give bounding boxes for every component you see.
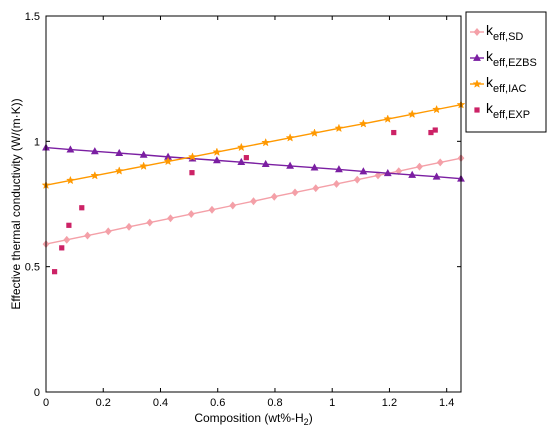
data-point <box>243 155 249 161</box>
data-point <box>383 168 392 177</box>
legend-swatch-marker <box>473 53 481 61</box>
data-point <box>261 137 271 147</box>
data-point <box>432 127 438 133</box>
legend-swatch-marker <box>473 28 481 36</box>
data-point <box>90 170 100 180</box>
x-axis-label: Composition (wt%-H2) <box>194 411 312 427</box>
data-point <box>90 147 99 155</box>
data-point <box>335 165 343 173</box>
data-point <box>114 166 124 175</box>
data-point <box>167 214 174 223</box>
x-tick-label: 0.4 <box>153 397 168 409</box>
data-point <box>261 159 270 168</box>
data-point <box>187 210 195 218</box>
data-point <box>63 235 71 244</box>
data-point <box>358 119 368 128</box>
x-tick-label: 1 <box>329 397 335 409</box>
y-tick-label: 0.5 <box>25 262 40 274</box>
data-point <box>391 129 397 136</box>
data-point <box>250 197 257 206</box>
legend-entry: keff,EXP <box>486 100 530 121</box>
data-point <box>374 171 382 180</box>
series-eff-ezbs <box>42 143 465 182</box>
series-eff-exp <box>51 127 438 275</box>
x-tick-label: 0 <box>43 397 49 409</box>
data-point <box>334 123 344 133</box>
data-point <box>408 170 417 178</box>
data-point <box>432 104 442 114</box>
data-point <box>125 222 133 231</box>
legend-entry: keff,EZBS <box>486 48 537 69</box>
data-point <box>212 147 222 156</box>
data-point <box>66 222 72 228</box>
data-point <box>79 205 85 211</box>
data-point <box>163 156 173 166</box>
legend-swatch-marker <box>472 79 482 88</box>
x-tick-label: 0.2 <box>96 397 111 409</box>
data-point <box>104 227 112 236</box>
data-point <box>188 152 197 161</box>
y-tick-label: 1.5 <box>25 11 40 23</box>
x-axis-label-main: Composition (wt%-H <box>194 411 303 425</box>
data-point <box>310 163 319 171</box>
data-point <box>115 148 124 157</box>
data-point <box>285 133 295 142</box>
data-point <box>59 245 65 251</box>
data-point <box>383 114 393 123</box>
data-point <box>212 156 221 164</box>
data-point <box>286 161 295 169</box>
data-point <box>189 170 195 176</box>
data-point <box>428 129 434 136</box>
data-point <box>359 167 368 175</box>
x-axis-label-end: ) <box>309 411 313 425</box>
x-tick-label: 0.8 <box>267 397 282 409</box>
plot-frame <box>45 15 462 393</box>
y-axis-label: Effective thermal conductivity (W/(m·K)) <box>9 98 23 309</box>
data-point <box>395 167 403 176</box>
x-tick-label: 0.6 <box>210 397 225 409</box>
legend: keff,SD keff,EZBS keff,IAC keff,EXP <box>465 11 547 133</box>
y-tick-label: 1 <box>34 136 40 148</box>
data-point <box>229 201 237 210</box>
data-point <box>291 188 299 197</box>
data-point <box>333 179 340 188</box>
data-point <box>84 231 91 240</box>
data-point <box>237 157 246 166</box>
data-point <box>407 109 417 119</box>
x-tick-label: 1.4 <box>439 397 454 409</box>
x-axis-label-subscript: 2 <box>304 417 309 427</box>
data-point <box>146 218 154 227</box>
y-tick-label: 0 <box>34 387 40 399</box>
series-line <box>45 146 462 180</box>
ticks-layer: 0 0.2 0.4 0.6 0.8 1 1.2 1.4 0 0.5 1 1.5 <box>25 11 461 409</box>
data-point <box>236 142 246 152</box>
data-point <box>432 172 441 180</box>
data-point <box>65 175 75 185</box>
data-point <box>270 192 278 201</box>
data-point <box>312 184 320 193</box>
legend-entry: keff,IAC <box>486 74 526 95</box>
data-point <box>208 205 216 214</box>
data-point <box>436 158 444 167</box>
data-point <box>139 150 148 158</box>
series-line <box>45 104 462 186</box>
data-point <box>66 145 75 153</box>
series-layer <box>41 100 466 275</box>
data-point <box>139 161 149 170</box>
x-tick-label: 1.2 <box>382 397 397 409</box>
data-point <box>51 269 58 275</box>
series-eff-sd <box>42 154 465 249</box>
data-point <box>416 162 423 171</box>
legend-entry: keff,SD <box>486 22 523 43</box>
legend-swatch-marker <box>474 107 480 113</box>
data-point <box>353 175 361 184</box>
data-point <box>310 128 319 137</box>
